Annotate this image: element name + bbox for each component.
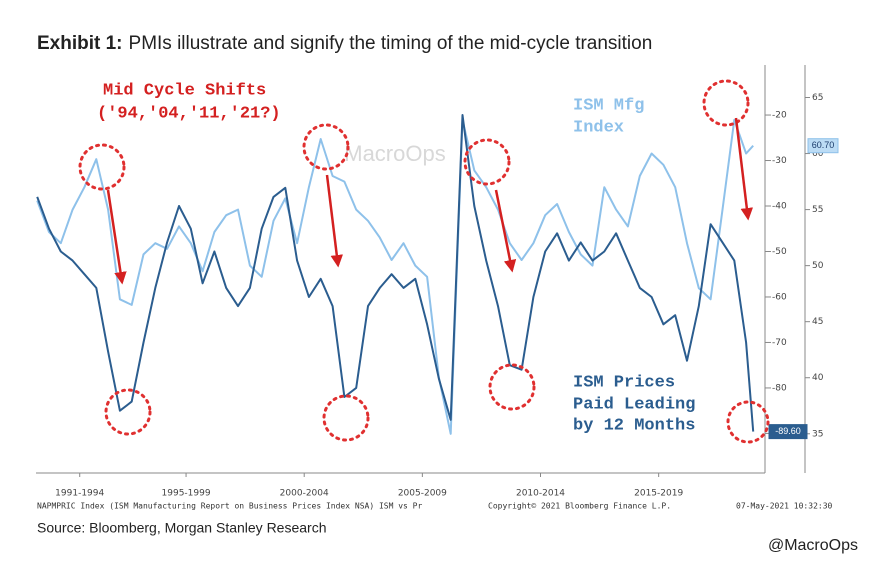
end-value-label: 60.70 [812,140,835,150]
end-value-box [807,138,839,154]
x-tick-label: 2015-2019 [634,489,683,499]
plot-area: 1991-1994 1995-1999 2000-2004 2005-2009 2010… [36,65,839,499]
chart-title: Exhibit 1: PMIs illustrate and signify th… [37,33,652,54]
x-tick-label: 1991-1994 [55,489,104,499]
x-tick-label: 1995-1999 [162,489,211,499]
annotation: ISM Mfg [573,96,644,115]
y-tick-label: 50 [812,261,824,271]
y-tick-label: 35 [812,429,823,439]
y2-tick-label: -30 [772,156,787,166]
y-tick-label: 45 [812,317,823,327]
series-line [36,118,754,435]
annotation: by 12 Months [573,416,695,435]
title-label: Exhibit 1: [37,33,123,54]
x-tick-label: 2005-2009 [398,489,447,499]
end-value-box [768,424,808,440]
y-tick-label: 60 [812,149,824,159]
end-value-label: -89.60 [775,426,801,436]
series-line [36,114,755,432]
annotation: Mid Cycle Shifts [103,81,266,100]
y2-tick-label: -40 [772,202,787,212]
title-text: PMIs illustrate and signify the timing o… [129,33,653,54]
credit: @MacroOps [768,537,858,554]
y-tick-label: 65 [812,93,823,103]
arrows [106,117,754,285]
footer-copyright: Copyright© 2021 Bloomberg Finance L.P. [488,502,671,511]
footer-date: 07-May-2021 10:32:30 [736,502,833,511]
highlight-circles [78,79,770,444]
y2-tick-label: -20 [772,111,787,121]
annotation: Paid Leading [573,395,695,414]
y2-tick-label: -60 [772,292,787,302]
y2-tick-label: -80 [772,383,787,393]
x-tick-label: 2010-2014 [516,489,565,499]
y2-tick-label: -70 [772,338,787,348]
source: Source: Bloomberg, Morgan Stanley Resear… [37,520,326,536]
y2-tick-label: -50 [772,247,787,257]
annotation: Index [573,118,624,137]
y-tick-label: 55 [812,205,823,215]
footer-note: NAPMPRIC Index (ISM Manufacturing Report… [37,502,422,511]
annotation: ISM Prices [573,373,675,392]
watermark: MacroOps [344,141,445,166]
annotation: ('94,'04,'11,'21?) [97,104,281,123]
y-tick-label: 40 [812,373,824,383]
x-tick-label: 2000-2004 [280,489,329,499]
